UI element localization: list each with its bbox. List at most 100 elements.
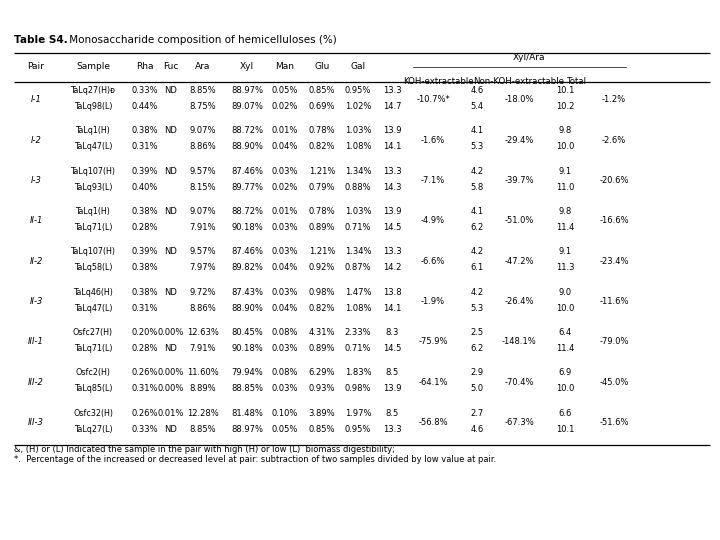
Text: Monosaccharide composition of hemicelluloses (%): Monosaccharide composition of hemicellul… bbox=[66, 35, 337, 45]
Text: 0.93%: 0.93% bbox=[309, 384, 336, 393]
Text: ND: ND bbox=[165, 424, 177, 434]
Text: 89.07%: 89.07% bbox=[231, 102, 263, 111]
Text: ND: ND bbox=[165, 207, 177, 216]
Text: 88.97%: 88.97% bbox=[231, 424, 263, 434]
Text: -11.6%: -11.6% bbox=[599, 297, 629, 306]
Text: 1.21%: 1.21% bbox=[309, 247, 336, 256]
Text: -23.4%: -23.4% bbox=[599, 257, 629, 266]
Text: -1.9%: -1.9% bbox=[421, 297, 445, 306]
Text: 0.02%: 0.02% bbox=[272, 183, 298, 192]
Text: 0.31%: 0.31% bbox=[132, 384, 158, 393]
Text: Osfc2(H): Osfc2(H) bbox=[76, 368, 110, 377]
Text: 0.71%: 0.71% bbox=[345, 223, 372, 232]
Text: -79.0%: -79.0% bbox=[599, 338, 629, 347]
Text: 0.88%: 0.88% bbox=[345, 183, 372, 192]
Text: 0.02%: 0.02% bbox=[272, 102, 298, 111]
Text: *.  Percentage of the increased or decreased level at pair: subtraction of two s: *. Percentage of the increased or decrea… bbox=[14, 455, 496, 464]
Text: Man: Man bbox=[276, 62, 294, 71]
Text: 0.89%: 0.89% bbox=[309, 223, 336, 232]
Text: 13.3: 13.3 bbox=[383, 247, 401, 256]
Text: I-1: I-1 bbox=[30, 96, 42, 104]
Text: 0.38%: 0.38% bbox=[132, 264, 158, 272]
Text: ND: ND bbox=[165, 166, 177, 176]
Text: 0.92%: 0.92% bbox=[309, 264, 336, 272]
Text: 89.77%: 89.77% bbox=[231, 183, 263, 192]
Text: 0.28%: 0.28% bbox=[132, 344, 158, 353]
Text: 14.3: 14.3 bbox=[383, 183, 401, 192]
Text: 1.08%: 1.08% bbox=[345, 303, 372, 313]
Text: TaLq71(L): TaLq71(L) bbox=[73, 344, 112, 353]
Text: 0.00%: 0.00% bbox=[158, 328, 184, 337]
Text: 0.04%: 0.04% bbox=[272, 303, 298, 313]
Text: Total: Total bbox=[567, 77, 587, 86]
Text: 10.0: 10.0 bbox=[556, 143, 574, 151]
Text: -47.2%: -47.2% bbox=[504, 257, 534, 266]
Text: 1.21%: 1.21% bbox=[309, 166, 336, 176]
Text: 0.03%: 0.03% bbox=[271, 384, 298, 393]
Text: TaLq46(H): TaLq46(H) bbox=[73, 288, 113, 296]
Text: 0.00%: 0.00% bbox=[158, 384, 184, 393]
Text: 6.1: 6.1 bbox=[470, 264, 484, 272]
Text: 13.9: 13.9 bbox=[383, 384, 401, 393]
Text: 9.8: 9.8 bbox=[559, 207, 572, 216]
Text: 13.3: 13.3 bbox=[383, 424, 401, 434]
Text: 5.3: 5.3 bbox=[470, 143, 484, 151]
Text: 10.2: 10.2 bbox=[556, 102, 574, 111]
Text: 4.31%: 4.31% bbox=[309, 328, 336, 337]
Text: TaLq1(H): TaLq1(H) bbox=[76, 126, 110, 135]
Text: 0.08%: 0.08% bbox=[271, 368, 298, 377]
Text: ND: ND bbox=[165, 288, 177, 296]
Text: 0.38%: 0.38% bbox=[132, 207, 158, 216]
Text: TaLq47(L): TaLq47(L) bbox=[73, 143, 112, 151]
Text: Pair: Pair bbox=[27, 62, 45, 71]
Text: 9.8: 9.8 bbox=[559, 126, 572, 135]
Text: 4.1: 4.1 bbox=[470, 207, 484, 216]
Text: 0.03%: 0.03% bbox=[271, 247, 298, 256]
Text: -56.8%: -56.8% bbox=[418, 418, 448, 427]
Text: 0.39%: 0.39% bbox=[132, 247, 158, 256]
Text: 0.31%: 0.31% bbox=[132, 303, 158, 313]
Text: -75.9%: -75.9% bbox=[418, 338, 448, 347]
Text: 9.07%: 9.07% bbox=[190, 126, 216, 135]
Text: 0.95%: 0.95% bbox=[345, 86, 372, 95]
Text: 88.72%: 88.72% bbox=[231, 207, 263, 216]
Text: 9.57%: 9.57% bbox=[190, 166, 216, 176]
Text: -18.0%: -18.0% bbox=[504, 96, 534, 104]
Text: 13.3: 13.3 bbox=[383, 86, 401, 95]
Text: 8.86%: 8.86% bbox=[189, 143, 217, 151]
Text: 2.7: 2.7 bbox=[470, 409, 484, 417]
Text: 88.97%: 88.97% bbox=[231, 86, 263, 95]
Text: 0.20%: 0.20% bbox=[132, 328, 158, 337]
Text: 2.5: 2.5 bbox=[470, 328, 484, 337]
Text: 1.08%: 1.08% bbox=[345, 143, 372, 151]
Text: 4.2: 4.2 bbox=[470, 166, 484, 176]
Text: 4.6: 4.6 bbox=[470, 86, 484, 95]
Text: I-2: I-2 bbox=[30, 136, 42, 145]
Text: 8.86%: 8.86% bbox=[189, 303, 217, 313]
Text: -29.4%: -29.4% bbox=[504, 136, 534, 145]
Text: Sample: Sample bbox=[76, 62, 110, 71]
Text: 0.98%: 0.98% bbox=[309, 288, 336, 296]
Text: Xyl/Ara: Xyl/Ara bbox=[512, 53, 545, 62]
Text: 9.1: 9.1 bbox=[559, 166, 572, 176]
Text: -148.1%: -148.1% bbox=[502, 338, 536, 347]
Text: 8.75%: 8.75% bbox=[189, 102, 216, 111]
Text: Osfc27(H): Osfc27(H) bbox=[73, 328, 113, 337]
Text: 11.4: 11.4 bbox=[556, 344, 574, 353]
Text: TaLq1(H): TaLq1(H) bbox=[76, 207, 110, 216]
Text: -6.6%: -6.6% bbox=[420, 257, 445, 266]
Text: TaLq107(H): TaLq107(H) bbox=[71, 247, 115, 256]
Text: ND: ND bbox=[165, 344, 177, 353]
Text: 8.5: 8.5 bbox=[385, 409, 399, 417]
Text: 1.83%: 1.83% bbox=[345, 368, 372, 377]
Text: 5.4: 5.4 bbox=[470, 102, 484, 111]
Text: -1.6%: -1.6% bbox=[421, 136, 445, 145]
Text: 4.2: 4.2 bbox=[470, 288, 484, 296]
Text: 0.82%: 0.82% bbox=[309, 143, 336, 151]
Text: ND: ND bbox=[165, 86, 177, 95]
Text: TaLq98(L): TaLq98(L) bbox=[73, 102, 112, 111]
Text: 0.05%: 0.05% bbox=[272, 424, 298, 434]
Text: 8.89%: 8.89% bbox=[189, 384, 216, 393]
Text: 1.34%: 1.34% bbox=[345, 166, 372, 176]
Text: ND: ND bbox=[165, 126, 177, 135]
